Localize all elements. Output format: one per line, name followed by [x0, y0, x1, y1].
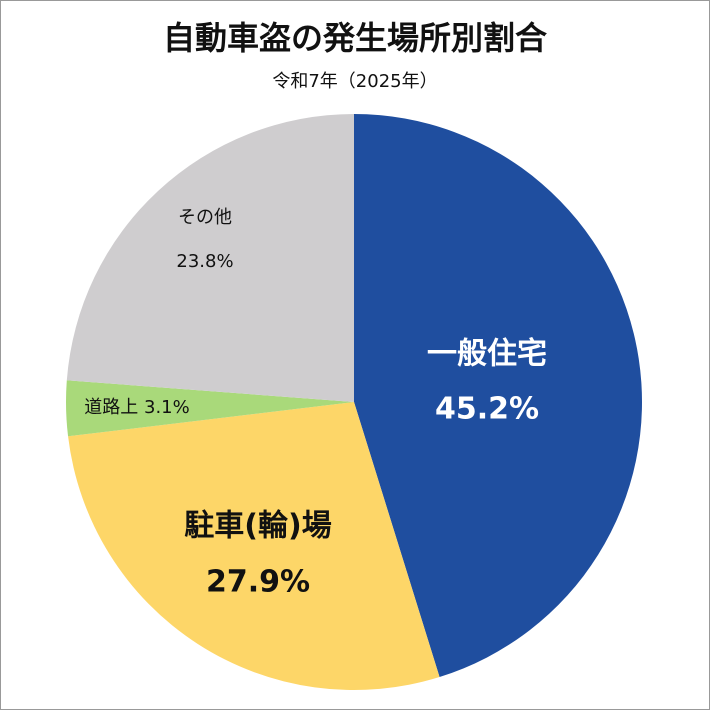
pie-slice	[354, 114, 642, 678]
pie-slice	[66, 114, 354, 402]
category-label: 一般住宅	[427, 337, 547, 372]
chart-title: 自動車盗の発生場所別割合	[163, 19, 547, 57]
pie-slice	[68, 402, 440, 690]
value-label: 23.8%	[176, 251, 233, 272]
slice-label: 道路上 3.1%	[84, 397, 189, 418]
category-label: 道路上	[84, 397, 138, 418]
chart-subtitle: 令和7年（2025年）	[272, 71, 437, 92]
value-label: 45.2%	[435, 392, 539, 427]
value-label: 27.9%	[206, 565, 310, 600]
value-label: 3.1%	[144, 397, 190, 418]
category-label: その他	[178, 207, 232, 228]
category-label: 駐車(輪)場	[184, 509, 331, 544]
pie-slice	[66, 380, 355, 437]
